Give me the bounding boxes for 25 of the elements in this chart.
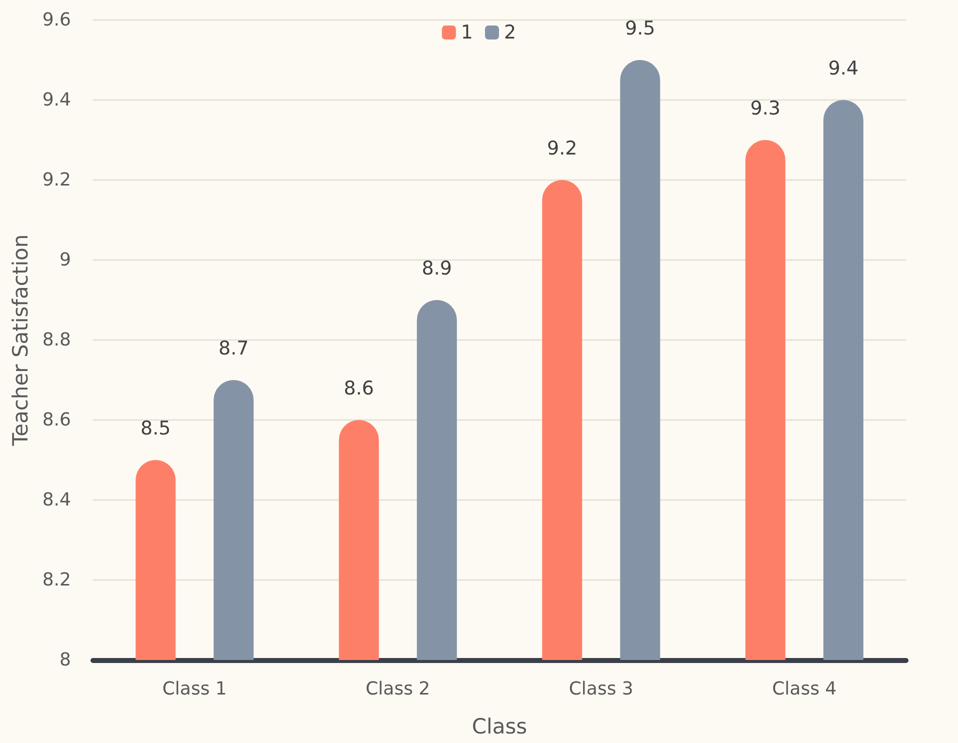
data-label: 8.9 (422, 258, 452, 280)
y-axis-title: Teacher Satisfaction (8, 234, 32, 447)
data-label: 9.2 (547, 138, 578, 160)
data-label: 8.7 (218, 338, 249, 360)
y-tick-label: 8.4 (42, 490, 71, 510)
data-label: 8.5 (140, 418, 171, 440)
x-axis-title: Class (472, 714, 528, 738)
x-tick-label: Class 4 (772, 678, 837, 700)
data-label: 9.5 (625, 18, 656, 40)
x-tick-label: Class 2 (366, 678, 430, 700)
data-label: 8.6 (344, 378, 374, 400)
y-tick-label: 8.8 (42, 330, 71, 350)
x-tick-label: Class 3 (568, 678, 634, 700)
y-tick-label: 9.6 (42, 10, 71, 30)
legend-label: 2 (504, 22, 516, 44)
x-tick-label: Class 1 (162, 678, 227, 700)
data-label: 9.4 (828, 58, 858, 80)
data-label: 9.3 (750, 98, 780, 120)
y-tick-label: 9.2 (42, 170, 71, 190)
legend-label: 1 (460, 22, 474, 44)
y-tick-label: 8 (60, 650, 71, 670)
y-tick-label: 9.4 (42, 90, 71, 110)
y-tick-label: 8.6 (42, 410, 71, 430)
y-tick-label: 8.2 (42, 570, 71, 590)
y-tick-label: 9 (60, 250, 71, 270)
